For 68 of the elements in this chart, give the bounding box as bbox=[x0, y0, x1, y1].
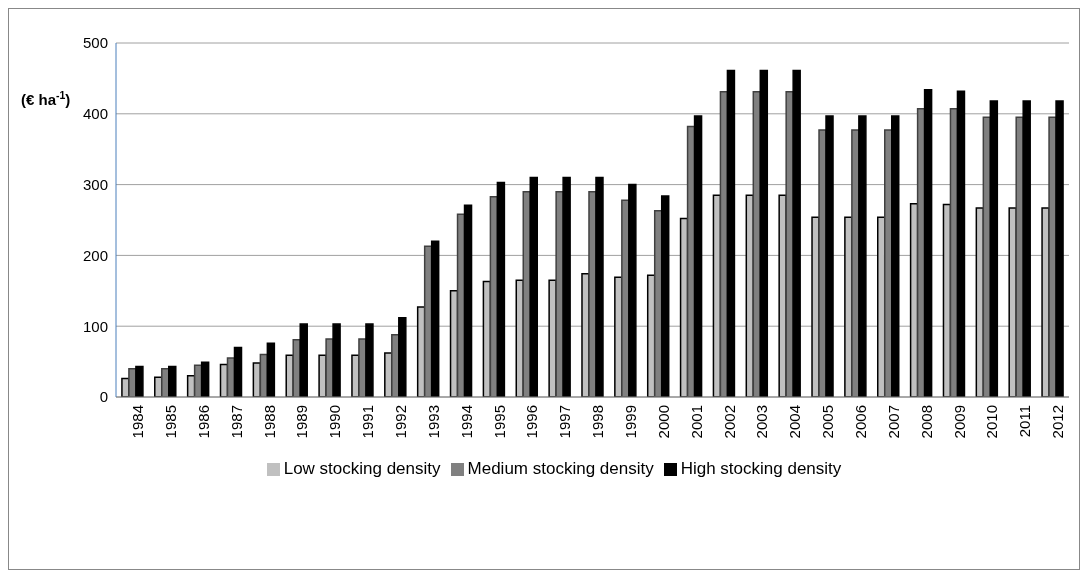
bar bbox=[332, 323, 341, 397]
x-tick-label: 1984 bbox=[129, 405, 147, 439]
x-tick-label: 1990 bbox=[326, 405, 344, 439]
y-tick-label: 500 bbox=[82, 34, 108, 52]
x-tick-label: 1993 bbox=[424, 405, 442, 439]
x-tick-label: 1985 bbox=[161, 405, 179, 439]
bar bbox=[660, 195, 670, 397]
bar bbox=[989, 100, 999, 397]
bar bbox=[956, 90, 966, 397]
x-tick-label: 1992 bbox=[391, 405, 409, 439]
y-axis-title: (€ ha$^{-1}$) bbox=[21, 89, 71, 108]
x-tick-label: 2004 bbox=[786, 405, 804, 439]
bar bbox=[792, 69, 801, 397]
bar bbox=[825, 115, 834, 397]
x-tick-label: 2009 bbox=[950, 405, 968, 439]
bar bbox=[398, 316, 407, 397]
x-tick-label: 1986 bbox=[194, 405, 212, 439]
x-tick-label: 1998 bbox=[589, 405, 607, 439]
y-tick-label: 100 bbox=[82, 317, 108, 335]
bar bbox=[266, 342, 276, 397]
bar bbox=[168, 365, 177, 397]
bar bbox=[562, 176, 571, 397]
x-tick-label: 1994 bbox=[457, 405, 475, 439]
x-tick-label: 1997 bbox=[556, 405, 574, 439]
x-tick-label: 1987 bbox=[227, 405, 245, 439]
x-tick-label: 2006 bbox=[852, 405, 870, 439]
bar bbox=[759, 69, 769, 397]
bar bbox=[496, 181, 506, 397]
x-tick-label: 1996 bbox=[523, 405, 541, 439]
x-tick-label: 2005 bbox=[819, 405, 837, 439]
x-tick-label: 1991 bbox=[359, 405, 377, 439]
x-tick-label: 1999 bbox=[622, 405, 640, 439]
bar bbox=[726, 69, 736, 397]
x-tick-label: 2003 bbox=[753, 405, 771, 439]
x-tick-label: 2007 bbox=[884, 405, 902, 439]
y-tick-label: 0 bbox=[99, 388, 108, 406]
x-tick-label: 2008 bbox=[917, 405, 935, 439]
x-tick-label: 1995 bbox=[490, 405, 508, 439]
x-tick-label: 2011 bbox=[1016, 405, 1034, 438]
bar bbox=[365, 323, 374, 397]
bar bbox=[529, 176, 539, 397]
bar bbox=[595, 176, 604, 397]
bar bbox=[858, 115, 867, 397]
x-tick-label: 2000 bbox=[654, 405, 672, 439]
bar bbox=[233, 346, 243, 397]
bar bbox=[923, 88, 933, 397]
legend-label: Low stocking density bbox=[283, 459, 441, 478]
bar bbox=[1022, 100, 1031, 397]
x-tick-label: 2002 bbox=[720, 405, 738, 439]
x-tick-label: 2010 bbox=[983, 405, 1001, 439]
x-tick-label: 1988 bbox=[260, 405, 278, 439]
bar bbox=[135, 365, 144, 397]
bar bbox=[430, 240, 440, 397]
legend-label: Medium stocking density bbox=[467, 459, 654, 478]
bar bbox=[200, 361, 210, 397]
bar bbox=[628, 183, 637, 397]
bar bbox=[1055, 100, 1064, 397]
bar bbox=[890, 115, 900, 397]
y-tick-label: 200 bbox=[82, 246, 108, 264]
x-tick-label: 2012 bbox=[1049, 405, 1067, 439]
legend-label: High stocking density bbox=[680, 459, 842, 478]
y-tick-label: 300 bbox=[82, 175, 108, 193]
x-tick-label: 2001 bbox=[687, 405, 705, 439]
x-tick-label: 1989 bbox=[293, 405, 311, 439]
bar bbox=[299, 323, 308, 397]
bar bbox=[693, 115, 703, 397]
bar bbox=[463, 204, 473, 397]
y-tick-label: 400 bbox=[82, 105, 108, 123]
